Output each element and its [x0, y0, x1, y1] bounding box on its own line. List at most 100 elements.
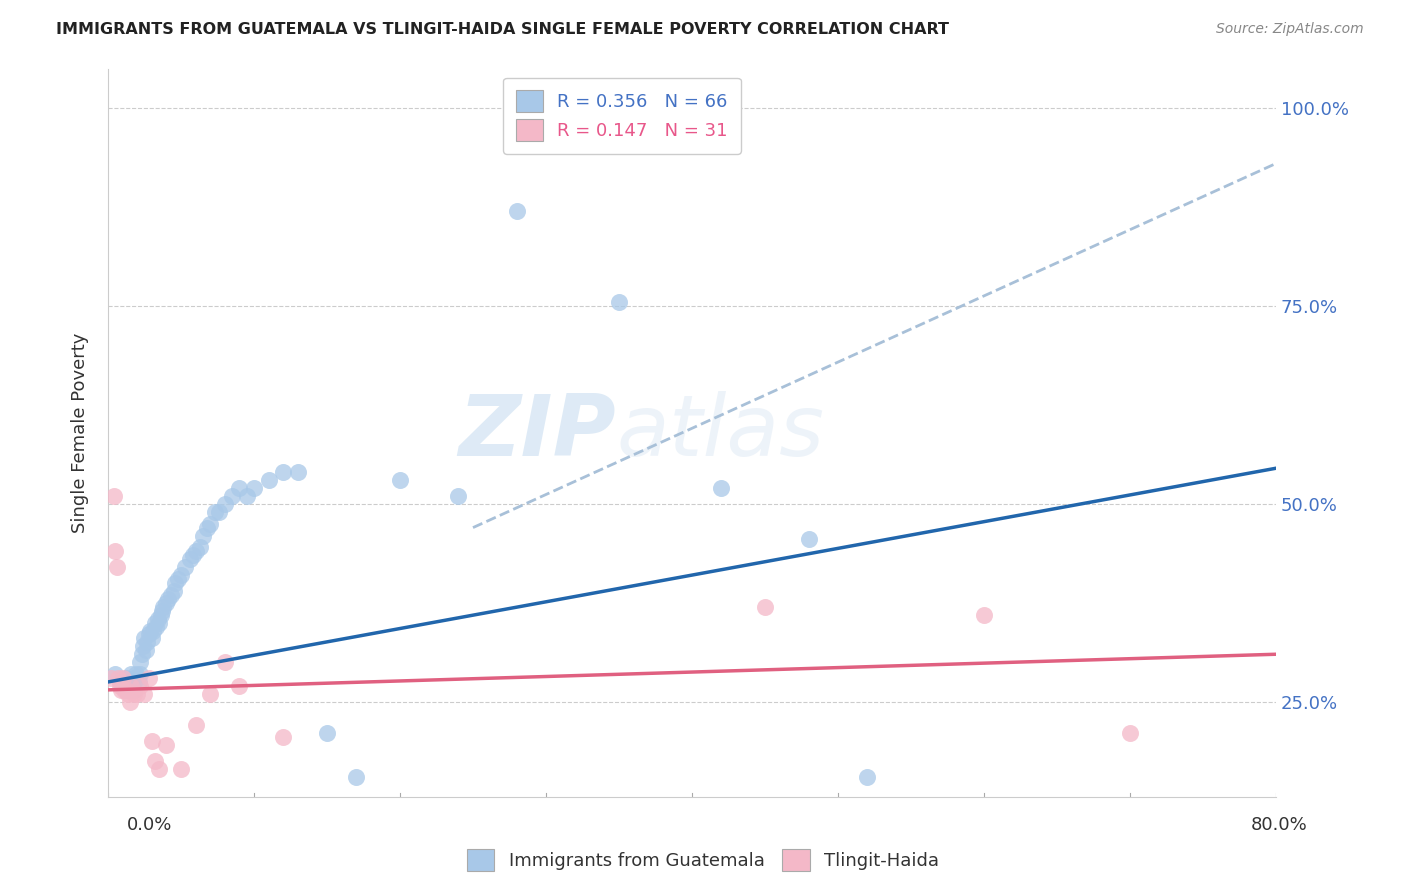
- Point: [107, 671, 129, 685]
- Point: [122, 687, 145, 701]
- Point: [132, 640, 155, 654]
- Text: atlas: atlas: [616, 391, 824, 475]
- Point: [155, 596, 177, 610]
- Point: [506, 204, 529, 219]
- Point: [167, 572, 190, 586]
- Point: [228, 679, 250, 693]
- Point: [148, 615, 170, 630]
- Point: [607, 295, 630, 310]
- Point: [710, 481, 733, 495]
- Point: [159, 588, 181, 602]
- Point: [138, 671, 160, 685]
- Point: [1119, 726, 1142, 740]
- Point: [163, 583, 186, 598]
- Point: [111, 671, 134, 685]
- Point: [797, 533, 820, 547]
- Point: [128, 675, 150, 690]
- Y-axis label: Single Female Poverty: Single Female Poverty: [72, 333, 89, 533]
- Point: [104, 667, 127, 681]
- Point: [148, 762, 170, 776]
- Point: [103, 489, 125, 503]
- Point: [139, 624, 162, 638]
- Point: [191, 528, 214, 542]
- Point: [316, 726, 339, 740]
- Point: [243, 481, 266, 495]
- Text: 0.0%: 0.0%: [127, 816, 172, 834]
- Point: [257, 473, 280, 487]
- Point: [134, 687, 156, 701]
- Point: [165, 576, 187, 591]
- Point: [170, 762, 193, 776]
- Point: [108, 679, 131, 693]
- Point: [122, 682, 145, 697]
- Point: [129, 679, 152, 693]
- Point: [146, 612, 169, 626]
- Legend: R = 0.356   N = 66, R = 0.147   N = 31: R = 0.356 N = 66, R = 0.147 N = 31: [503, 78, 741, 154]
- Point: [388, 473, 411, 487]
- Point: [149, 607, 172, 622]
- Point: [108, 675, 131, 690]
- Point: [120, 667, 142, 681]
- Text: 80.0%: 80.0%: [1251, 816, 1308, 834]
- Point: [143, 754, 166, 768]
- Point: [138, 627, 160, 641]
- Point: [150, 604, 173, 618]
- Point: [129, 667, 152, 681]
- Point: [115, 682, 138, 697]
- Point: [110, 682, 132, 697]
- Point: [105, 560, 128, 574]
- Point: [121, 675, 143, 690]
- Point: [214, 655, 236, 669]
- Point: [208, 505, 231, 519]
- Point: [120, 679, 142, 693]
- Point: [214, 497, 236, 511]
- Point: [129, 655, 152, 669]
- Point: [136, 635, 159, 649]
- Point: [204, 505, 226, 519]
- Point: [754, 599, 776, 614]
- Point: [104, 544, 127, 558]
- Point: [856, 770, 879, 784]
- Point: [143, 615, 166, 630]
- Point: [134, 632, 156, 646]
- Point: [184, 544, 207, 558]
- Point: [152, 599, 174, 614]
- Point: [111, 679, 134, 693]
- Point: [447, 489, 470, 503]
- Point: [235, 489, 257, 503]
- Point: [198, 687, 221, 701]
- Point: [973, 607, 995, 622]
- Point: [122, 671, 145, 685]
- Point: [141, 734, 163, 748]
- Point: [117, 687, 139, 701]
- Point: [114, 671, 136, 685]
- Legend: Immigrants from Guatemala, Tlingit-Haida: Immigrants from Guatemala, Tlingit-Haida: [460, 842, 946, 879]
- Point: [179, 552, 201, 566]
- Point: [125, 667, 148, 681]
- Point: [184, 718, 207, 732]
- Point: [287, 465, 309, 479]
- Point: [112, 682, 135, 697]
- Point: [181, 549, 204, 563]
- Point: [127, 671, 149, 685]
- Point: [156, 591, 179, 606]
- Point: [344, 770, 367, 784]
- Point: [188, 541, 211, 555]
- Point: [271, 731, 294, 745]
- Text: IMMIGRANTS FROM GUATEMALA VS TLINGIT-HAIDA SINGLE FEMALE POVERTY CORRELATION CHA: IMMIGRANTS FROM GUATEMALA VS TLINGIT-HAI…: [56, 22, 949, 37]
- Point: [155, 739, 177, 753]
- Point: [131, 647, 153, 661]
- Point: [142, 624, 165, 638]
- Point: [118, 695, 141, 709]
- Point: [145, 619, 167, 633]
- Point: [118, 679, 141, 693]
- Point: [195, 520, 218, 534]
- Point: [114, 682, 136, 697]
- Point: [221, 489, 243, 503]
- Point: [127, 687, 149, 701]
- Point: [170, 568, 193, 582]
- Point: [198, 516, 221, 531]
- Point: [100, 671, 122, 685]
- Text: ZIP: ZIP: [458, 391, 616, 475]
- Point: [228, 481, 250, 495]
